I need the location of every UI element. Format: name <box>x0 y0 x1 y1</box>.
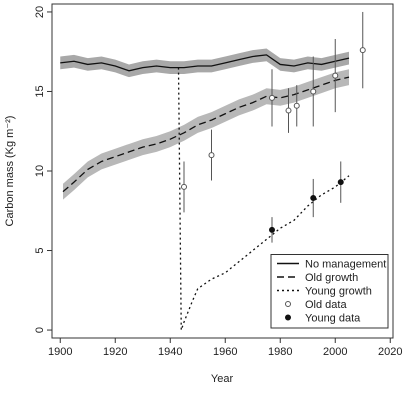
x-tick-label: 1980 <box>268 346 292 358</box>
series-line <box>60 54 350 72</box>
data-point <box>332 72 339 79</box>
x-tick-label: 2020 <box>378 346 402 358</box>
series-line <box>62 76 350 193</box>
series-line <box>177 67 350 331</box>
y-axis-label: Carbon mass (Kg m⁻²) <box>4 116 16 227</box>
data-point <box>337 179 344 186</box>
data-point <box>293 102 300 109</box>
x-tick-label: 2000 <box>323 346 347 358</box>
legend-swatch <box>285 314 291 321</box>
legend-swatch <box>285 301 291 307</box>
data-point <box>285 107 292 114</box>
y-tick-label: 0 <box>34 327 46 333</box>
data-point <box>310 195 317 202</box>
legend-label: Young data <box>305 313 361 325</box>
legend-box <box>270 254 389 329</box>
legend-label: No management <box>305 259 386 271</box>
x-tick-label: 1900 <box>48 346 72 358</box>
data-point <box>310 88 317 95</box>
data-point <box>359 47 366 54</box>
data-point <box>181 183 187 190</box>
legend-label: Old data <box>305 299 347 311</box>
y-tick-label: 5 <box>34 247 46 253</box>
y-tick-label: 15 <box>34 85 46 97</box>
confidence-band <box>63 69 349 200</box>
legend-label: Old growth <box>305 272 358 284</box>
x-axis-label: Year <box>211 373 234 385</box>
y-tick-label: 20 <box>34 6 46 18</box>
data-point <box>208 152 215 159</box>
x-tick-label: 1920 <box>103 346 127 358</box>
data-point <box>269 94 275 101</box>
legend-label: Young growth <box>305 286 372 298</box>
x-tick-label: 1960 <box>213 346 237 358</box>
data-point <box>269 226 275 233</box>
y-tick-label: 10 <box>34 165 46 177</box>
x-tick-label: 1940 <box>158 346 182 358</box>
